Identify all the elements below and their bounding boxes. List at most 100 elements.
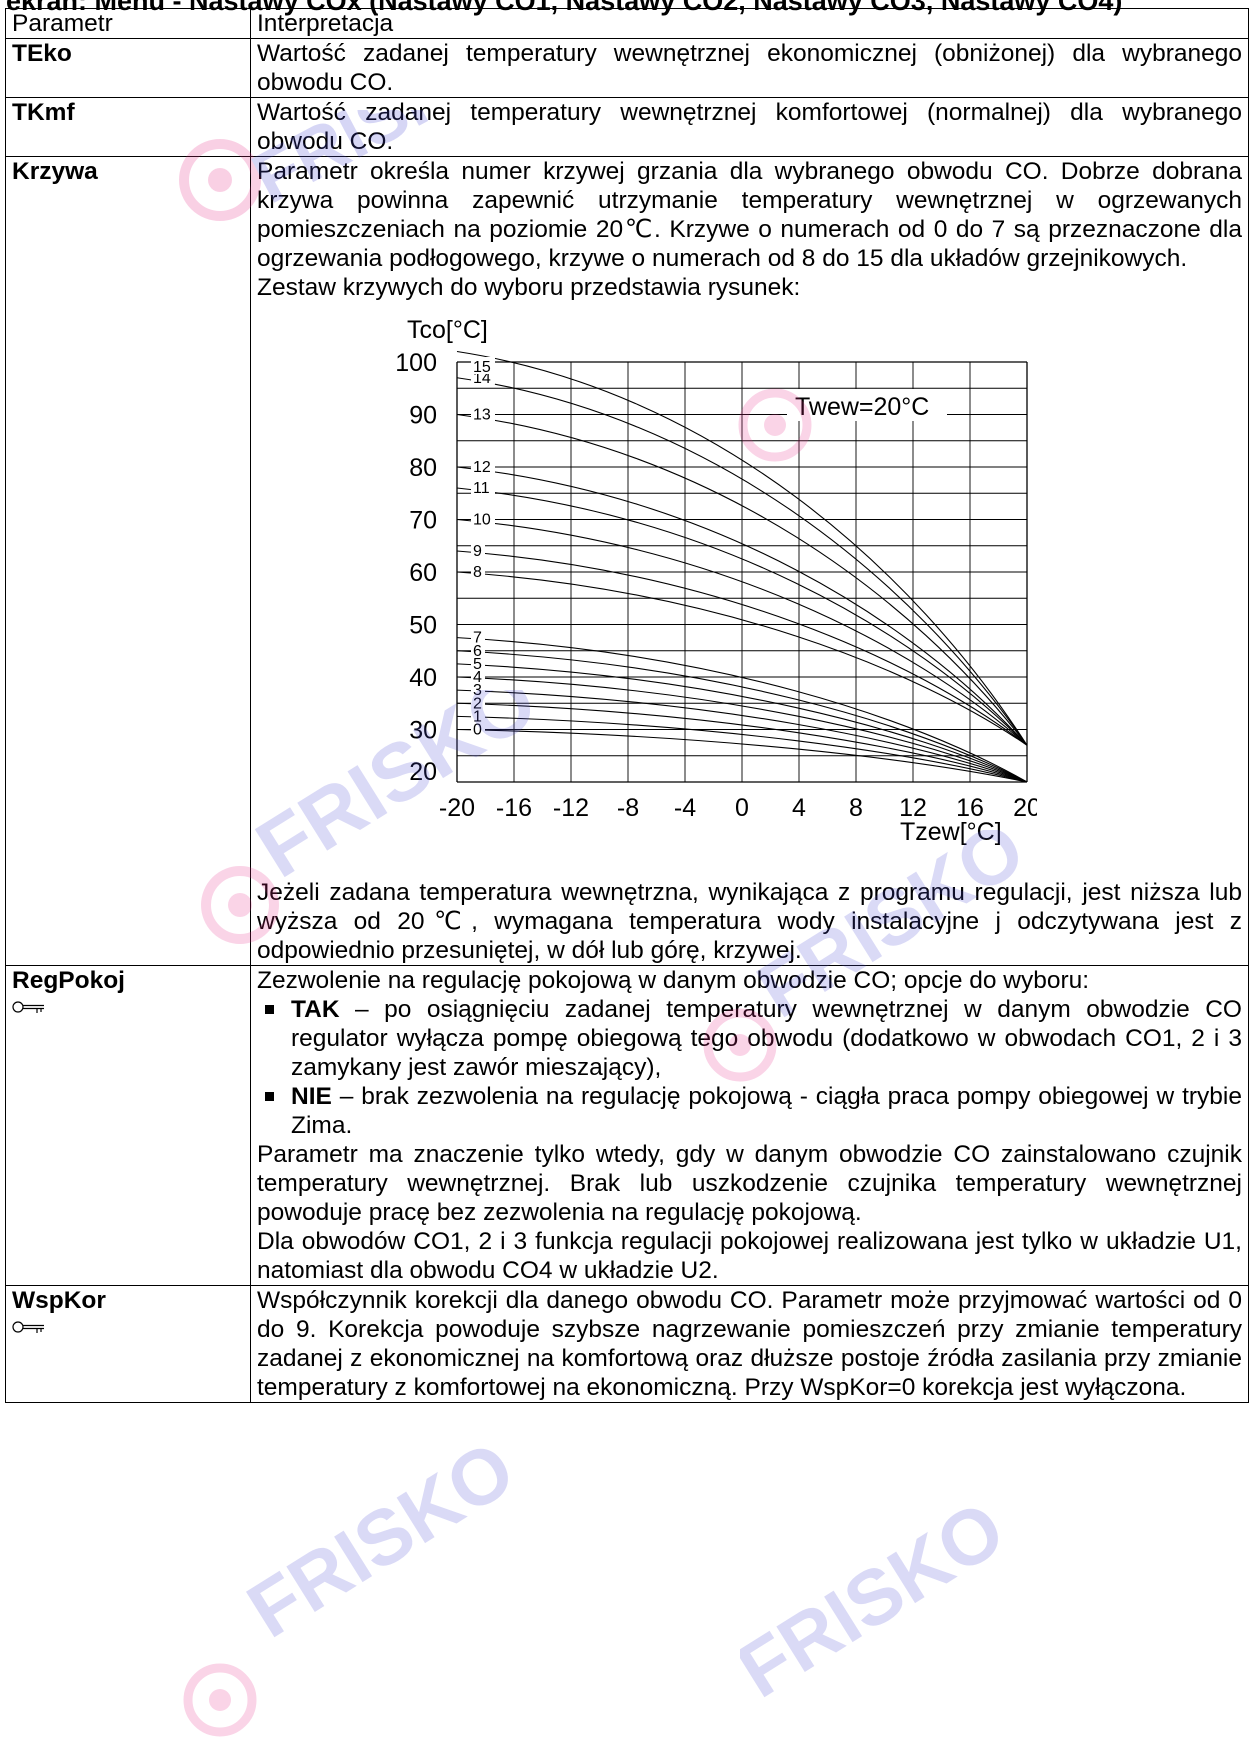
curve-label: 0 bbox=[473, 722, 482, 739]
x-tick-label: 8 bbox=[849, 794, 863, 822]
param-name-regpokoj: RegPokoj bbox=[12, 967, 125, 994]
chart-annotation: Twew=20°C bbox=[795, 393, 929, 421]
x-tick-label: -4 bbox=[674, 794, 696, 822]
table-row-wspkor: WspKor Współczynnik korekcji dla danego … bbox=[5, 1285, 1249, 1403]
watermark: FRISKO bbox=[180, 1424, 529, 1745]
heating-curve-2 bbox=[456, 702, 1028, 783]
header-interpretation: Interpretacja bbox=[250, 8, 1249, 39]
y-tick-label: 30 bbox=[409, 717, 437, 745]
curve-label-bg bbox=[471, 541, 485, 558]
curve-label-bg bbox=[471, 640, 485, 658]
chart-ylabel: Tco[°C] bbox=[407, 316, 488, 344]
x-tick-label: -20 bbox=[439, 794, 475, 822]
param-name-teko: TEko bbox=[12, 40, 72, 67]
param-text-tkmf: Wartość zadanej temperatury wewnętrznej … bbox=[257, 99, 1242, 155]
y-tick-label: 80 bbox=[409, 454, 437, 482]
y-tick-label: 70 bbox=[409, 507, 437, 535]
curve-label-bg bbox=[471, 478, 495, 495]
curve-label-bg bbox=[471, 509, 495, 527]
regpokoj-options: TAK – po osiągnięciu zadanej temperatury… bbox=[257, 995, 1242, 1140]
curve-label-bg bbox=[471, 627, 485, 645]
heating-curves-svg: -20 -16 -12 -8 -4 0 4 8 12 16 20203040506070809010… bbox=[395, 316, 1041, 846]
heating-curve-1 bbox=[456, 715, 1028, 783]
key-icon bbox=[12, 1001, 44, 1013]
curve-label: 9 bbox=[473, 543, 482, 560]
regpokoj-note-2: Dla obwodów CO1, 2 i 3 funkcja regulacji… bbox=[257, 1228, 1242, 1284]
heating-curve-8 bbox=[456, 571, 1028, 746]
heating-curve-4 bbox=[456, 676, 1028, 783]
watermark-text: FRISKO bbox=[232, 1440, 520, 1654]
curve-label: 6 bbox=[473, 643, 482, 660]
curve-label-bg bbox=[471, 667, 485, 684]
table-header-row: Parametr Interpretacja bbox=[5, 8, 1249, 39]
y-tick-label: 90 bbox=[409, 402, 437, 430]
y-tick-label: 40 bbox=[409, 664, 437, 692]
curve-label: 13 bbox=[473, 407, 491, 424]
x-tick-label: 16 bbox=[956, 794, 984, 822]
watermark-text: FRISKO bbox=[740, 1500, 1019, 1714]
option-text-tak: – po osiągnięciu zadanej temperatury wew… bbox=[291, 996, 1242, 1081]
y-tick-label: 100 bbox=[395, 349, 437, 377]
list-item: NIE – brak zezwolenia na regulację pokoj… bbox=[265, 1082, 1242, 1140]
heating-curve-10 bbox=[456, 518, 1028, 746]
curve-label: 4 bbox=[473, 669, 482, 686]
heating-curve-9 bbox=[456, 550, 1028, 746]
table-row-teko: TEko Wartość zadanej temperatury wewnętr… bbox=[5, 38, 1249, 98]
curve-label-bg bbox=[471, 706, 485, 724]
heating-curve-0 bbox=[456, 728, 1028, 783]
table-row-krzywa: Krzywa Parametr określa numer krzywej gr… bbox=[5, 156, 1249, 966]
heating-curves-chart: -20 -16 -12 -8 -4 0 4 8 12 16 20 20 30 40 50 60 70 80 90 10… bbox=[257, 312, 1242, 874]
curve-label: 12 bbox=[473, 459, 491, 476]
curve-label-bg bbox=[471, 719, 485, 737]
option-text-nie: – brak zezwolenia na regulację pokojową … bbox=[291, 1083, 1242, 1139]
param-text-wspkor: Współczynnik korekcji dla danego obwodu … bbox=[257, 1287, 1242, 1401]
curve-label-bg bbox=[471, 404, 495, 422]
heating-curve-3 bbox=[456, 689, 1028, 783]
param-name-krzywa: Krzywa bbox=[12, 158, 98, 185]
x-tick-label: 20 bbox=[1013, 794, 1037, 822]
heating-curve-6 bbox=[456, 650, 1028, 783]
curve-label: 1 bbox=[473, 708, 482, 725]
curve-label: 7 bbox=[473, 630, 482, 647]
curve-label: 2 bbox=[473, 695, 482, 712]
curve-label: 15 bbox=[473, 359, 491, 376]
annotation-box bbox=[787, 389, 947, 421]
heating-curve-11 bbox=[456, 487, 1028, 746]
curve-label-bg bbox=[471, 357, 495, 374]
x-tick-label: -12 bbox=[553, 794, 589, 822]
thermometer-logo-icon: FRISKO bbox=[183, 1424, 529, 1737]
curve-label-bg bbox=[471, 680, 485, 698]
thermometer-logo-icon: FRISKO bbox=[722, 1484, 1019, 1715]
x-tick-label: 4 bbox=[792, 794, 806, 822]
x-tick-label: 0 bbox=[735, 794, 749, 822]
y-tick-label: 60 bbox=[409, 559, 437, 587]
regpokoj-description: Zezwolenie na regulację pokojową w danym… bbox=[257, 967, 1090, 994]
heating-curve-5 bbox=[456, 663, 1028, 783]
curve-label: 5 bbox=[473, 656, 482, 673]
curve-label: 11 bbox=[473, 480, 490, 497]
table-row-regpokoj: RegPokoj Zezwolenie na regulację pokojow… bbox=[5, 965, 1249, 1286]
option-key-nie: NIE bbox=[291, 1083, 332, 1110]
y-tick-label: 50 bbox=[409, 612, 437, 640]
x-tick-label: 12 bbox=[899, 794, 927, 822]
curve-label: 8 bbox=[473, 564, 482, 581]
key-icon bbox=[12, 1321, 44, 1333]
option-key-tak: TAK bbox=[291, 996, 340, 1023]
chart-xlabel: Tzew[°C] bbox=[900, 818, 1002, 846]
krzywa-description: Parametr określa numer krzywej grzania d… bbox=[257, 158, 1242, 272]
heating-curve-12 bbox=[456, 466, 1028, 746]
header-param: Parametr bbox=[5, 8, 251, 39]
y-tick-label: 20 bbox=[409, 758, 437, 786]
heating-curve-13 bbox=[456, 413, 1028, 746]
krzywa-figure-intro: Zestaw krzywych do wyboru przedstawia ry… bbox=[257, 274, 801, 301]
heating-curve-14 bbox=[456, 377, 1028, 746]
parameter-table: Parametr Interpretacja TEko Wartość zada… bbox=[5, 8, 1249, 1403]
curve-label: 10 bbox=[473, 512, 491, 529]
curve-label-bg bbox=[471, 653, 485, 671]
table-row-tkmf: TKmf Wartość zadanej temperatury wewnętr… bbox=[5, 97, 1249, 157]
param-text-teko: Wartość zadanej temperatury wewnętrznej … bbox=[257, 40, 1242, 96]
heating-curve-7 bbox=[456, 637, 1028, 783]
curve-label-bg bbox=[471, 457, 495, 474]
curve-label-bg bbox=[471, 562, 485, 579]
x-tick-label: -16 bbox=[496, 794, 532, 822]
